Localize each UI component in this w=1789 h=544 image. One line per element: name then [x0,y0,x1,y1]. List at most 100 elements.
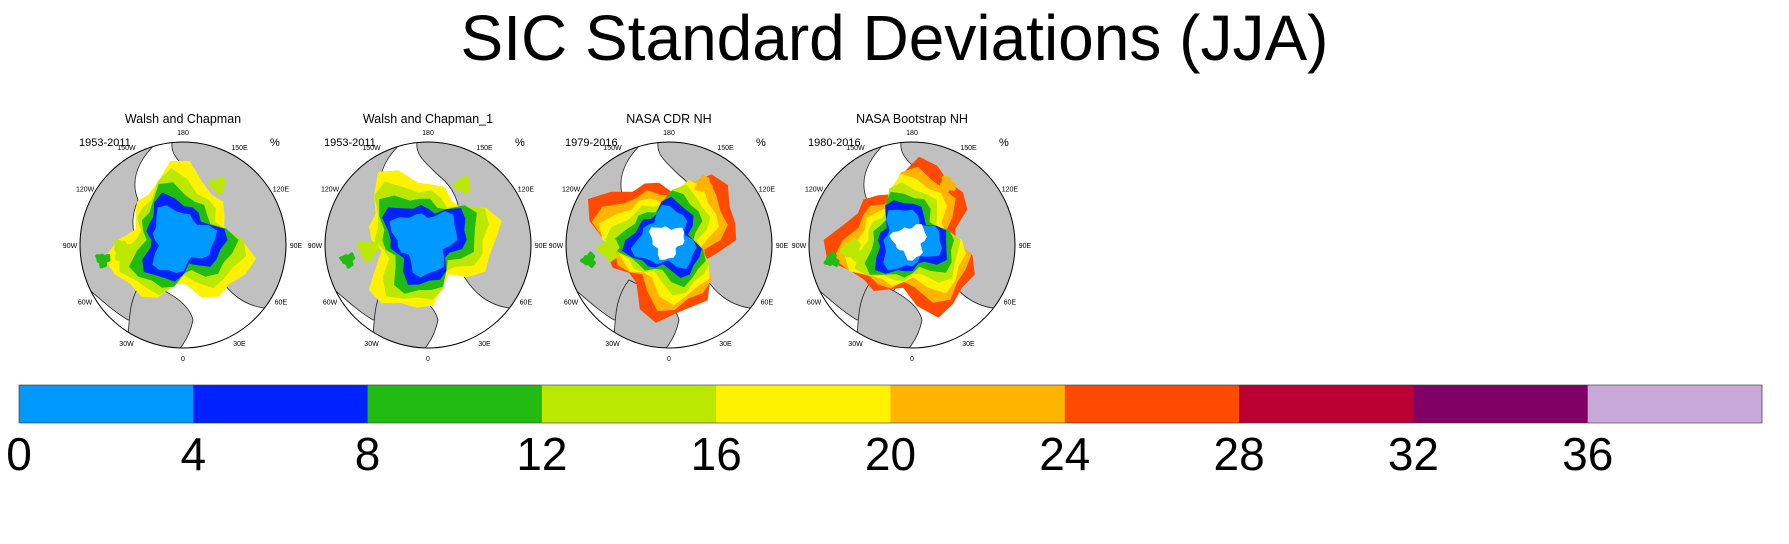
longitude-label: 30W [605,341,620,348]
colorbar-box [1413,385,1589,423]
longitude-label: 30W [364,341,379,348]
longitude-label: 90W [308,243,323,250]
sic-patch [838,237,862,262]
longitude-label: 120E [518,187,535,194]
colorbar-box [890,385,1066,423]
sic-field [338,170,502,308]
colorbar-tick-label: 24 [1039,428,1090,480]
longitude-label: 90E [1019,243,1032,250]
sic-patch [94,253,111,269]
map-border [79,141,287,349]
colorbar-tick-label: 32 [1388,428,1439,480]
sic-patch [596,239,620,263]
longitude-label: 150W [117,145,136,152]
sic-core [648,226,685,260]
panel-units: % [756,137,766,149]
longitude-label: 180 [422,130,434,137]
colorbar-box [541,385,717,423]
longitude-label: 120E [273,187,290,194]
longitude-label: 120W [562,187,581,194]
sic-core [163,221,202,258]
longitude-label: 60E [520,300,533,307]
longitude-label: 60W [78,300,93,307]
panel-period: 1979-2016 [565,137,618,149]
longitude-label: 30W [848,341,863,348]
colorbar-box [19,385,194,423]
sic-patch [356,240,379,262]
colorbar-tick-label: 4 [181,428,207,480]
map-border [808,141,1016,349]
panel-period: 1953-2011 [324,137,376,149]
map-panel-2: Walsh and Chapman_1 1953-2011 % 180 150E 120E… [308,112,548,363]
panel-period: 1953-2011 [79,137,131,149]
panel-units: % [270,137,280,149]
longitude-label: 120W [805,187,824,194]
colorbar-box [716,385,891,423]
longitude-label: 30E [719,341,732,348]
longitude-label: 90E [776,243,789,250]
colorbar-tick-label: 36 [1562,428,1613,480]
colorbar-tick-label: 28 [1214,428,1265,480]
sic-patch [452,175,471,195]
sic-field [823,156,975,318]
colorbar-box [1587,385,1763,423]
colorbar-tick-label: 8 [355,428,381,480]
map-border [565,141,773,349]
longitude-label: 0 [910,356,914,363]
longitude-label: 180 [663,130,675,137]
longitude-label: 60E [1004,300,1017,307]
sic-patch [338,252,356,269]
longitude-label: 60W [807,300,822,307]
panel-period: 1980-2016 [808,137,861,149]
longitude-label: 150W [603,145,622,152]
colorbar-box [367,385,543,423]
longitude-label: 120W [321,187,340,194]
longitude-label: 60E [761,300,774,307]
longitude-label: 120W [76,187,95,194]
longitude-label: 30E [233,341,246,348]
panel-title: NASA CDR NH [626,112,711,126]
longitude-label: 0 [426,356,430,363]
longitude-label: 30E [962,341,975,348]
longitude-label: 60W [323,300,338,307]
panel-units: % [515,137,525,149]
colorbar-tick-label: 0 [6,428,32,480]
longitude-label: 150W [846,145,865,152]
panel-title: NASA Bootstrap NH [856,112,968,126]
longitude-label: 180 [906,130,918,137]
longitude-label: 120E [1002,187,1019,194]
chart-title: SIC Standard Deviations (JJA) [460,2,1329,74]
longitude-label: 120E [759,187,776,194]
longitude-label: 30E [478,341,491,348]
sic-patch [579,251,596,269]
colorbar-box [1239,385,1414,423]
map-panel-4: NASA Bootstrap NH 1980-2016 % 180 150E 120E 90… [792,112,1032,363]
longitude-label: 150W [362,145,381,152]
longitude-label: 60W [564,300,579,307]
sic-patch [694,174,713,194]
sic-patch [207,176,227,195]
longitude-label: 90W [549,243,564,250]
longitude-label: 150E [960,145,977,152]
panel-units: % [999,137,1009,149]
longitude-label: 150E [476,145,493,152]
panel-title: Walsh and Chapman [125,112,241,126]
longitude-label: 90W [63,243,78,250]
longitude-label: 60E [275,300,288,307]
sic-field [94,160,257,298]
map-panel-3: NASA CDR NH 1979-2016 % 180 150E 120E 90E 60E 30… [549,112,789,363]
sic-core [411,223,446,259]
sic-core [889,224,927,261]
colorbar-tick-label: 12 [516,428,567,480]
sic-patch [823,251,840,268]
colorbar-box [1064,385,1240,423]
longitude-label: 30W [119,341,134,348]
longitude-label: 90E [535,243,548,250]
colorbar-box [193,385,369,423]
map-border [324,141,532,349]
colorbar-outline [18,384,1763,424]
longitude-label: 150E [717,145,734,152]
sic-patch [939,175,956,193]
